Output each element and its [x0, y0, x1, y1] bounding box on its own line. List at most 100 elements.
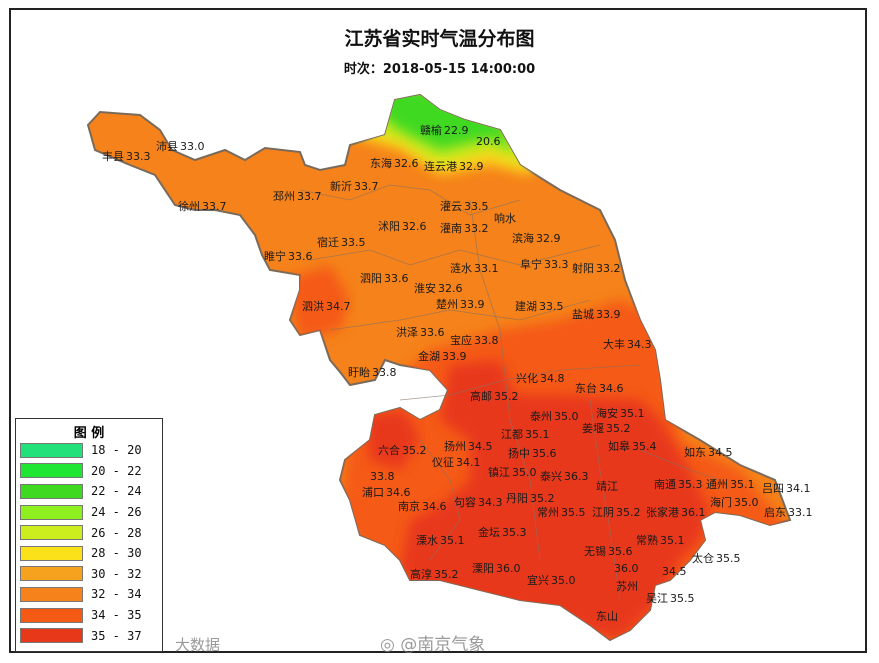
station-name: 苏州 — [616, 580, 638, 593]
station: 33.8 — [370, 470, 395, 483]
legend-swatch — [20, 545, 83, 561]
station-temperature: 32.9 — [459, 160, 484, 173]
station-name: 姜堰 — [582, 421, 604, 435]
station-temperature: 33.6 — [288, 250, 313, 263]
station-temperature: 35.5 — [716, 552, 741, 565]
zone-22-24 — [360, 95, 515, 150]
station-name: 仪征 — [432, 456, 454, 469]
station-name: 邳州 — [273, 190, 295, 203]
station-name: 南京 — [398, 499, 420, 513]
station-temperature: 33.7 — [354, 180, 379, 193]
station-temperature: 34.5 — [708, 446, 733, 459]
station: 东台 34.6 — [575, 381, 624, 395]
station: 泰兴 36.3 — [540, 469, 589, 483]
station-temperature: 35.2 — [616, 506, 641, 519]
station: 新沂 33.7 — [330, 179, 379, 193]
station-temperature: 35.0 — [551, 574, 576, 587]
station-temperature: 33.9 — [460, 298, 485, 311]
station-temperature: 34.6 — [386, 486, 411, 499]
station-name: 宜兴 — [527, 573, 549, 587]
legend-label: 34 - 35 — [91, 608, 142, 623]
station: 滨海 32.9 — [512, 231, 561, 245]
station-name: 无锡 — [584, 544, 606, 558]
station-temperature: 22.9 — [444, 124, 469, 137]
station-name: 睢宁 — [264, 249, 286, 263]
station-temperature: 35.5 — [561, 506, 586, 519]
station: 通州 35.1 — [706, 478, 755, 491]
station: 海门 35.0 — [710, 495, 759, 509]
station-temperature: 35.3 — [502, 526, 527, 539]
legend-label: 18 - 20 — [91, 443, 142, 458]
station: 溧水 35.1 — [416, 533, 465, 547]
station: 沭阳 32.6 — [378, 220, 427, 233]
station-temperature: 36.0 — [614, 562, 639, 575]
station: 宜兴 35.0 — [527, 573, 576, 587]
station-name: 溧阳 — [472, 561, 494, 575]
legend-label: 30 - 32 — [91, 566, 142, 581]
station-name: 连云港 — [424, 160, 457, 173]
legend-swatch — [20, 586, 83, 602]
station-temperature: 35.4 — [632, 440, 657, 453]
station-name: 阜宁 — [520, 257, 542, 271]
station-name: 宝应 — [450, 333, 472, 347]
station: 海安 35.1 — [596, 406, 645, 420]
station-name: 浦口 — [362, 486, 384, 499]
legend-item: 18 - 20 — [16, 440, 162, 461]
station: 苏州 — [616, 580, 638, 593]
station: 建湖 33.5 — [515, 299, 564, 313]
station: 盱眙 33.8 — [348, 365, 397, 379]
station: 楚州 33.9 — [436, 297, 485, 311]
map-title: 江苏省实时气温分布图 — [344, 28, 535, 50]
station-temperature: 35.6 — [532, 447, 557, 460]
station-temperature: 33.1 — [474, 262, 499, 275]
legend-title: 图 例 — [73, 426, 105, 441]
station-name: 吴江 — [646, 592, 668, 605]
station: 吴江 35.5 — [646, 592, 695, 605]
legend-swatch — [20, 566, 83, 582]
legend-label: 20 - 22 — [91, 463, 142, 478]
station-temperature: 33.9 — [442, 350, 467, 363]
station-temperature: 35.1 — [620, 407, 645, 420]
station: 吕四 34.1 — [762, 482, 811, 495]
station-labels: 丰县 33.3沛县 33.0徐州 33.7邳州 33.7新沂 33.7睢宁 33.6宿迁 33… — [102, 123, 813, 623]
station-temperature: 33.8 — [474, 334, 499, 347]
station-temperature: 34.7 — [326, 300, 351, 313]
legend-label: 35 - 37 — [91, 628, 142, 643]
station: 浦口 34.6 — [362, 486, 411, 499]
station-name: 吕四 — [762, 482, 784, 495]
station-temperature: 35.0 — [512, 466, 537, 479]
station: 大丰 34.3 — [603, 337, 652, 351]
station-temperature: 34.6 — [599, 382, 624, 395]
legend-swatch — [20, 483, 83, 499]
station-temperature: 35.0 — [554, 410, 579, 423]
station-name: 洪泽 — [396, 325, 418, 339]
legend-label: 26 - 28 — [91, 525, 142, 540]
station-name: 金湖 — [418, 349, 440, 363]
station-name: 南通 — [654, 478, 676, 491]
station-temperature: 32.6 — [402, 220, 427, 233]
station: 睢宁 33.6 — [264, 249, 313, 263]
station-temperature: 34.1 — [786, 482, 811, 495]
station: 南通 35.3 — [654, 478, 703, 491]
station-name: 沛县 — [156, 139, 178, 153]
station-name: 六合 — [378, 443, 400, 457]
station: 灌南 33.2 — [440, 222, 489, 235]
station-temperature: 35.1 — [730, 478, 755, 491]
legend-swatch — [20, 607, 83, 623]
station: 六合 35.2 — [378, 443, 427, 457]
station: 金坛 35.3 — [478, 525, 527, 539]
station-name: 丰县 — [102, 150, 124, 163]
legend-item: 32 - 34 — [16, 584, 162, 605]
station: 阜宁 33.3 — [520, 257, 569, 271]
station: 赣榆 22.9 — [420, 123, 469, 137]
station-temperature: 33.1 — [788, 506, 813, 519]
zone-35-37 — [400, 360, 710, 640]
station-temperature: 36.0 — [496, 562, 521, 575]
station: 江阴 35.2 — [592, 506, 641, 519]
station-name: 泰兴 — [540, 469, 562, 483]
station: 36.0 — [614, 562, 639, 575]
station-temperature: 35.5 — [670, 592, 695, 605]
legend-swatch — [20, 525, 83, 541]
station-name: 沭阳 — [378, 220, 400, 233]
weibo-icon: ◎ — [380, 635, 395, 655]
